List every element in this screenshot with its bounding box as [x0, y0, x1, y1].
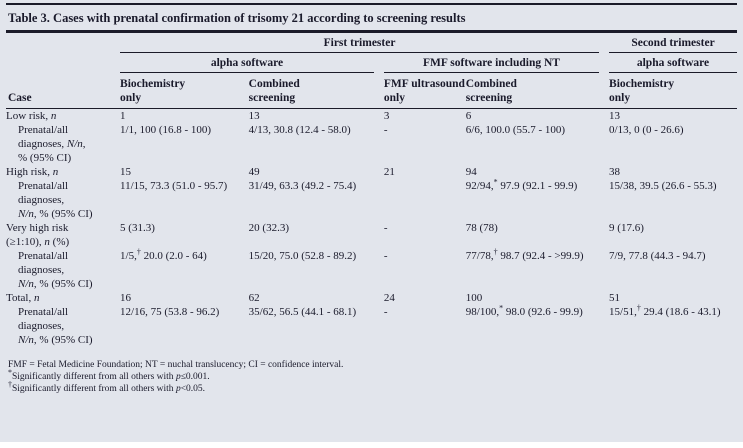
group-alpha-software-2: alpha software: [609, 56, 737, 73]
table-cell: 0/13, 0 (0 - 26.6): [609, 124, 684, 136]
footnote-dagger: †Significantly different from all others…: [8, 379, 206, 394]
header-combined-screening-2: Combined screening: [465, 73, 610, 109]
trisomy-21-table: First trimester Second trimester alpha s…: [6, 33, 737, 347]
table-cell: 16: [120, 292, 132, 304]
row-label: Prenatal/all diagnoses, N/n, % (95% CI): [18, 306, 93, 346]
table-cell: 38: [609, 166, 621, 178]
table-cell: 11/15, 73.3 (51.0 - 95.7): [120, 180, 228, 192]
table-cell: -: [383, 222, 388, 234]
group-cell-alpha-software-2: alpha software: [609, 53, 737, 73]
table-cell: -: [383, 124, 388, 136]
table-cell: 20 (32.3): [248, 222, 289, 234]
row-label: Prenatal/all diagnoses, N/n, % (95% CI): [18, 180, 93, 220]
row-label: Prenatal/all diagnoses, N/n, % (95% CI): [18, 250, 93, 290]
table-cell: 1: [120, 110, 126, 122]
table-cell: 12/16, 75 (53.8 - 96.2): [120, 306, 220, 318]
table-cell: 15/38, 39.5 (26.6 - 55.3): [609, 180, 717, 192]
footnote-star: *Significantly different from all others…: [8, 367, 210, 382]
row-label: High risk, n: [6, 166, 59, 178]
group-cell-alpha-software-1: alpha software: [120, 53, 384, 73]
table-cell: 7/9, 77.8 (44.3 - 94.7): [609, 250, 706, 262]
table-cell: 51: [609, 292, 621, 304]
table-cell: 31/49, 63.3 (49.2 - 75.4): [248, 180, 357, 192]
empty-cell: [6, 53, 120, 73]
row-high-risk-n: High risk, n 15 49 21 94 38: [6, 165, 737, 179]
empty-cell: [6, 33, 120, 53]
table-cell: 6/6, 100.0 (55.7 - 100): [465, 124, 566, 136]
group-second-trimester: Second trimester: [609, 36, 737, 53]
header-biochemistry-only-1: Biochemistry only: [120, 73, 249, 109]
row-very-high-risk-n: Very high risk (≥1:10), n (%) 5 (31.3) 20…: [6, 221, 737, 249]
row-label: Prenatal/all diagnoses, N/n,% (95% CI): [18, 124, 86, 164]
table-cell: 94: [465, 166, 477, 178]
table-cell: -: [383, 306, 388, 318]
row-total-prenatal: Prenatal/all diagnoses, N/n, % (95% CI) 12…: [6, 303, 737, 347]
table-cell: 13: [609, 110, 621, 122]
table-cell: 49: [248, 166, 260, 178]
header-fmf-ultrasound-only: FMF ultrasound only: [383, 73, 466, 109]
table-cell: 3: [383, 110, 390, 122]
table-cell: 13: [248, 110, 260, 122]
table-title: Table 3. Cases with prenatal confirmatio…: [6, 5, 737, 33]
row-label: Total, n: [6, 292, 40, 304]
group-first-trimester: First trimester: [120, 36, 600, 53]
header-case: Case: [6, 73, 121, 109]
group-alpha-software-1: alpha software: [120, 56, 374, 73]
row-very-high-risk-prenatal: Prenatal/all diagnoses, N/n, % (95% CI) 1/…: [6, 247, 737, 291]
table-cell: 24: [383, 292, 395, 304]
table-cell: 98/100,* 98.0 (92.6 - 99.9): [465, 303, 583, 318]
table-cell: 6: [465, 110, 472, 122]
table-cell: 4/13, 30.8 (12.4 - 58.0): [248, 124, 351, 136]
footnote-abbreviations: FMF = Fetal Medicine Foundation; NT = nu…: [8, 360, 344, 370]
table-cell: 1/5,† 20.0 (2.0 - 64): [120, 247, 207, 262]
trimester-group-row: First trimester Second trimester: [6, 33, 737, 53]
table-cell: 15: [120, 166, 132, 178]
header-biochemistry-only-2: Biochemistry only: [609, 73, 737, 109]
table-cell: -: [383, 250, 388, 262]
footnotes: FMF = Fetal Medicine Foundation; NT = nu…: [6, 347, 737, 395]
row-total-n: Total, n 16 62 24 100 51: [6, 291, 737, 305]
table-cell: 100: [465, 292, 483, 304]
row-high-risk-prenatal: Prenatal/all diagnoses, N/n, % (95% CI) 11…: [6, 177, 737, 221]
table-cell: [384, 179, 466, 221]
group-cell-first-trimester: First trimester: [120, 33, 609, 53]
table-cell: 35/62, 56.5 (44.1 - 68.1): [248, 306, 357, 318]
group-cell-second-trimester: Second trimester: [609, 33, 737, 53]
table-cell: 62: [248, 292, 260, 304]
table-cell: 9 (17.6): [609, 222, 644, 234]
table-cell: 77/78,† 98.7 (92.4 - >99.9): [465, 247, 584, 262]
group-fmf-software: FMF software including NT: [383, 56, 600, 73]
row-low-risk-prenatal: Prenatal/all diagnoses, N/n,% (95% CI) 1/…: [6, 123, 737, 165]
group-cell-fmf-software: FMF software including NT: [383, 53, 609, 73]
table-cell: 15/20, 75.0 (52.8 - 89.2): [248, 250, 357, 262]
table-cell: 1/1, 100 (16.8 - 100): [120, 124, 212, 136]
column-header-row: Case Biochemistry only Combined screening …: [6, 73, 737, 109]
software-group-row: alpha software FMF software including NT…: [6, 53, 737, 73]
table-cell: 78 (78): [465, 222, 498, 234]
row-low-risk-n: Low risk, n 1 13 3 6 13: [6, 109, 737, 124]
row-label: Very high risk (≥1:10), n (%): [6, 222, 70, 248]
row-label: Low risk, n: [6, 110, 57, 122]
table-cell: 92/94,* 97.9 (92.1 - 99.9): [465, 177, 578, 192]
header-combined-screening-1: Combined screening: [248, 73, 384, 109]
table-cell: 5 (31.3): [120, 222, 155, 234]
table-cell: 21: [383, 166, 395, 178]
table-cell: 15/51,† 29.4 (18.6 - 43.1): [609, 303, 721, 318]
top-rule: [6, 3, 737, 5]
